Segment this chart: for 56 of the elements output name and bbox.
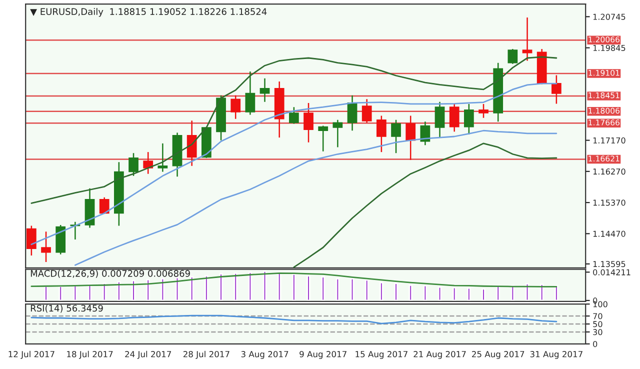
x-tick-label: 12 Jul 2017	[8, 350, 54, 359]
x-tick-label: 3 Aug 2017	[241, 351, 288, 359]
candlestick	[376, 115, 386, 153]
y-tick-label: 0	[593, 340, 598, 348]
candlestick	[245, 70, 256, 116]
y-tick-label: 1.20745	[593, 14, 626, 20]
candlestick	[420, 121, 430, 146]
candlestick	[186, 120, 197, 167]
y-tick-label: 1.15370	[593, 200, 626, 206]
x-tick-label: 21 Aug 2017	[414, 351, 466, 359]
candlestick	[158, 142, 168, 172]
y-tick-label: 1.13595	[593, 261, 626, 268]
line-series	[293, 142, 558, 268]
candlestick	[464, 103, 474, 136]
candlestick	[41, 230, 51, 263]
x-tick-label: 9 Aug 2017	[300, 351, 346, 359]
candlestick	[347, 94, 358, 132]
y-tick-label: 70	[593, 313, 602, 320]
y-tick-label: 1.16270	[593, 168, 626, 175]
candlestick	[332, 119, 343, 148]
candlestick	[128, 152, 138, 177]
y-tick-label: 1.17170	[593, 137, 626, 144]
y-tick-label: 50	[593, 321, 602, 328]
y-tick-label: 0	[593, 298, 598, 304]
candlestick	[508, 48, 518, 65]
y-tick-label: 1.14470	[593, 230, 626, 237]
x-tick-label: 18 Jul 2017	[67, 350, 113, 359]
candlestick	[304, 102, 314, 143]
x-tick-label: 31 Aug 2017	[530, 351, 582, 359]
candlestick	[391, 119, 401, 154]
x-tick-label: 28 Jul 2017	[183, 350, 230, 359]
candlestick	[434, 101, 445, 138]
candlestick	[551, 74, 562, 104]
y-tick-label: 0.014211	[593, 269, 630, 276]
candlestick	[522, 16, 532, 62]
line-series	[30, 56, 558, 204]
candlestick	[230, 94, 241, 120]
candlestick	[318, 125, 328, 152]
chart-title: MACD(12,26,9) 0.007209 0.006869	[30, 270, 190, 278]
candlestick	[288, 106, 299, 124]
x-tick-label: 24 Jul 2017	[125, 350, 171, 359]
y-tick-label: 100	[593, 301, 608, 308]
y-tick-label: 1.19845	[593, 44, 626, 51]
candlestick	[143, 151, 154, 174]
chart-title: RSI(14) 56.3459	[30, 304, 103, 313]
candlestick	[406, 115, 416, 161]
candlestick	[260, 78, 270, 103]
chart-title: ▼ EURUSD,Daily 1.18815 1.19052 1.18226 1.18524	[30, 8, 267, 17]
line-series	[30, 314, 558, 324]
y-tick-label: 30	[593, 329, 602, 336]
candlestick	[26, 225, 36, 256]
candlestick	[449, 103, 460, 132]
x-tick-label: 25 Aug 2017	[472, 351, 524, 359]
candlestick	[362, 98, 372, 124]
candlestick	[478, 103, 488, 118]
x-tick-label: 15 Aug 2017	[356, 351, 408, 359]
